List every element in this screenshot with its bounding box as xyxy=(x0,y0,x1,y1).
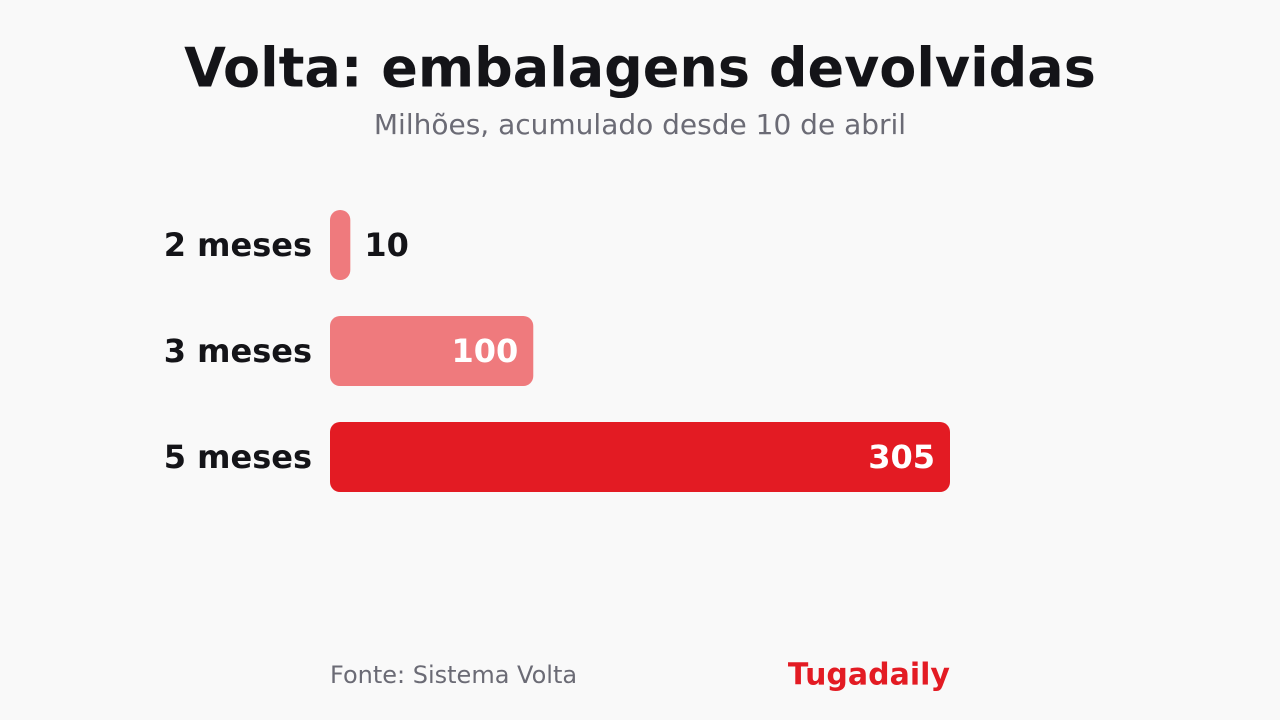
value-label: 305 xyxy=(868,438,935,476)
bar xyxy=(330,210,351,280)
value-label: 10 xyxy=(364,226,409,264)
chart-title: Volta: embalagens devolvidas xyxy=(184,37,1096,100)
bar xyxy=(330,316,534,386)
source: Fonte: Sistema Volta xyxy=(330,661,577,689)
category-label: 2 meses xyxy=(164,226,312,264)
value-label: 100 xyxy=(451,332,518,370)
category-label: 5 meses xyxy=(164,438,312,476)
bar xyxy=(330,422,950,492)
category-label: 3 meses xyxy=(164,332,312,370)
brand: Tugadaily xyxy=(788,658,951,693)
chart-subtitle: Milhões, acumulado desde 10 de abril xyxy=(374,108,906,141)
